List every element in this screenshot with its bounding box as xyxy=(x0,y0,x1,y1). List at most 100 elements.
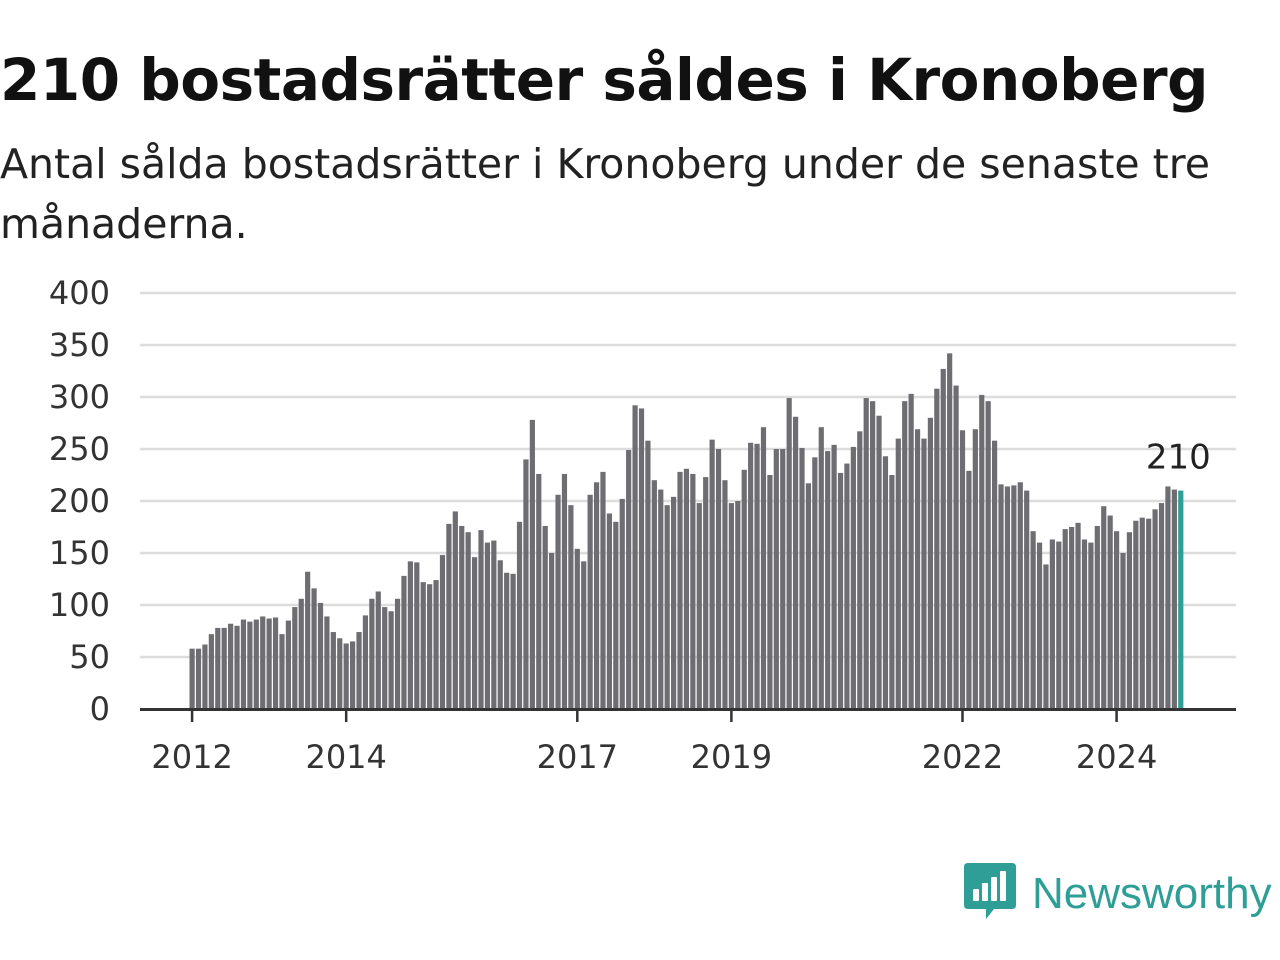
bar xyxy=(1088,542,1094,709)
bar xyxy=(497,560,503,709)
bar xyxy=(831,444,837,709)
bar xyxy=(998,484,1004,709)
bar xyxy=(754,443,760,709)
bar xyxy=(709,439,715,709)
bar xyxy=(215,627,221,709)
bar xyxy=(966,470,972,709)
bar xyxy=(420,582,426,709)
bar xyxy=(587,494,593,709)
x-tick-label: 2014 xyxy=(305,738,386,776)
bar xyxy=(1069,527,1075,709)
bar xyxy=(760,427,767,709)
y-tick-label: 100 xyxy=(49,586,110,624)
last-value-label: 210 xyxy=(1146,438,1211,478)
bar xyxy=(959,430,966,709)
bar xyxy=(1113,531,1120,709)
bar xyxy=(792,416,799,709)
bar xyxy=(767,475,773,709)
bar xyxy=(305,571,311,709)
bar xyxy=(433,580,439,709)
bar xyxy=(1146,518,1152,709)
bar xyxy=(645,440,651,709)
y-tick-label: 50 xyxy=(69,638,110,676)
x-tick-label: 2012 xyxy=(151,738,232,776)
bar xyxy=(703,477,709,709)
bar xyxy=(279,634,285,709)
bar xyxy=(671,496,677,709)
bar xyxy=(626,450,632,709)
bar xyxy=(407,561,413,709)
bar xyxy=(818,427,824,709)
bar xyxy=(1152,509,1158,709)
bar xyxy=(728,503,734,709)
bar xyxy=(465,532,471,709)
bar xyxy=(292,607,298,709)
bar xyxy=(202,644,208,709)
bar xyxy=(1094,525,1100,709)
bar xyxy=(439,555,446,709)
bar xyxy=(825,451,831,709)
bar xyxy=(471,557,478,709)
bar xyxy=(311,588,317,709)
bar xyxy=(857,431,863,709)
bar xyxy=(356,632,362,709)
bar xyxy=(240,619,247,709)
bar xyxy=(606,513,612,709)
bar xyxy=(1107,515,1113,709)
bar xyxy=(343,643,349,709)
bar xyxy=(478,530,484,709)
bar xyxy=(870,401,876,709)
bar xyxy=(940,368,946,709)
bar xyxy=(690,473,696,709)
bar xyxy=(298,598,304,709)
bar xyxy=(812,457,818,709)
bar xyxy=(985,401,991,709)
bar xyxy=(375,591,381,709)
bar xyxy=(1171,489,1177,709)
bar xyxy=(895,438,901,709)
bar xyxy=(593,482,600,709)
bar xyxy=(799,447,805,709)
bar xyxy=(619,498,625,709)
x-tick-label: 2024 xyxy=(1076,738,1157,776)
bar xyxy=(1011,485,1017,709)
bar xyxy=(1017,482,1023,709)
bar xyxy=(568,505,574,709)
y-tick-label: 0 xyxy=(90,690,110,728)
y-tick-label: 200 xyxy=(49,482,110,520)
bar xyxy=(189,648,195,709)
bar xyxy=(927,417,933,709)
bar xyxy=(330,632,336,709)
bar xyxy=(1101,506,1107,709)
bar xyxy=(228,623,234,709)
bar xyxy=(748,442,754,709)
bar xyxy=(536,473,542,709)
bar xyxy=(1004,486,1011,709)
x-tick-label: 2019 xyxy=(691,738,772,776)
y-tick-label: 300 xyxy=(49,378,110,416)
bar xyxy=(844,463,850,709)
bar xyxy=(638,408,645,709)
bar xyxy=(1158,503,1165,709)
bar xyxy=(735,501,741,709)
bar xyxy=(459,525,465,709)
bar xyxy=(285,620,291,709)
bar xyxy=(581,561,587,709)
bar xyxy=(1075,522,1081,709)
bar xyxy=(972,429,978,709)
bar xyxy=(786,398,792,709)
bar xyxy=(1056,541,1062,709)
bar xyxy=(253,619,259,709)
bar xyxy=(992,440,998,709)
bar xyxy=(529,419,535,709)
bar xyxy=(914,429,921,709)
bar xyxy=(260,616,266,709)
bar xyxy=(1036,542,1043,709)
bars xyxy=(189,353,1184,709)
bar xyxy=(651,480,657,709)
bar-highlight xyxy=(1178,490,1184,709)
bar xyxy=(221,627,227,709)
bar xyxy=(549,553,555,709)
x-tick-label: 2022 xyxy=(922,738,1003,776)
bar xyxy=(741,469,747,709)
